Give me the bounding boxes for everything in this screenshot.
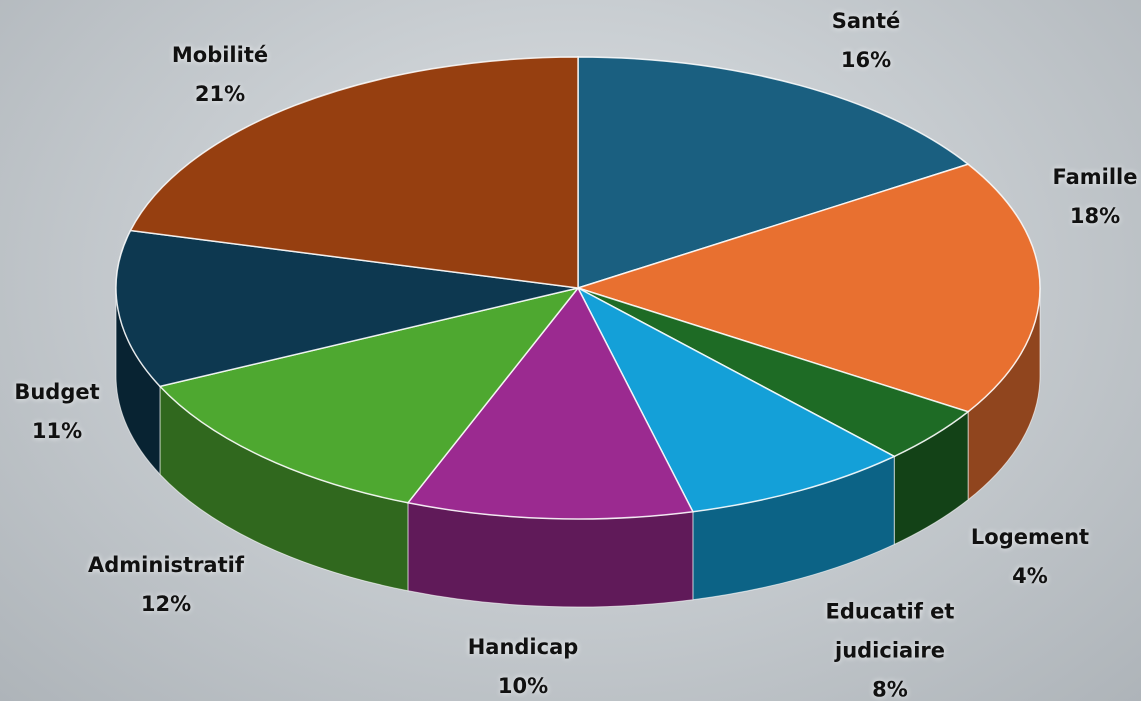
- value-label: 12%: [86, 585, 246, 624]
- value-label: 4%: [950, 557, 1110, 596]
- category-name: Santé: [786, 2, 946, 41]
- value-label: 10%: [443, 667, 603, 706]
- value-label: 11%: [0, 412, 137, 451]
- value-label: 18%: [1015, 197, 1141, 236]
- category-name: Budget: [0, 373, 137, 412]
- value-label: 16%: [786, 41, 946, 80]
- category-name: Educatif et judiciaire: [820, 593, 960, 671]
- category-name: Administratif: [86, 546, 246, 585]
- chart: Santé16% Famille18% Logement4%Educatif et …: [0, 0, 1141, 701]
- category-name: Logement: [950, 518, 1110, 557]
- category-name: Famille: [1015, 158, 1141, 197]
- category-name: Handicap: [443, 628, 603, 667]
- value-label: 8%: [820, 671, 960, 710]
- category-name: Mobilité: [140, 36, 300, 75]
- value-label: 21%: [140, 75, 300, 114]
